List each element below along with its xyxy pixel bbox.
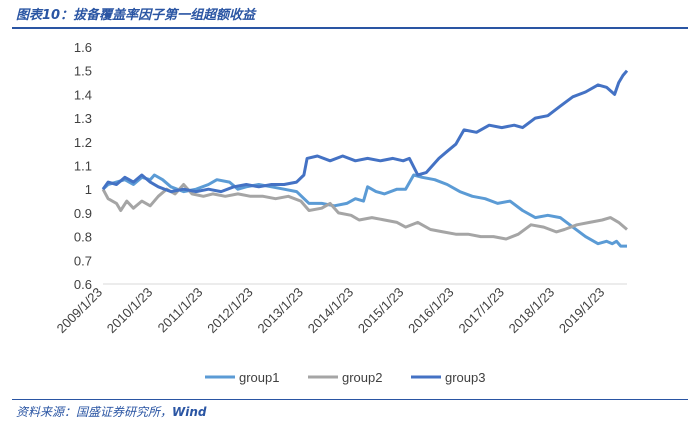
series-lines <box>101 69 629 248</box>
y-tick-label: 1.3 <box>74 111 92 126</box>
x-tick-label: 2010/1/23 <box>104 285 156 337</box>
x-tick-label: 2019/1/23 <box>556 285 608 337</box>
y-tick-label: 1 <box>85 182 92 197</box>
x-tick-label: 2014/1/23 <box>305 285 357 337</box>
y-tick-label: 0.8 <box>74 230 92 245</box>
source-note: 资料来源：国盛证券研究所，Wind <box>16 403 207 420</box>
x-tick-label: 2011/1/23 <box>155 285 206 336</box>
legend-label-group1: group1 <box>239 370 279 385</box>
x-tick-label: 2009/1/23 <box>54 285 106 337</box>
y-tick-label: 0.7 <box>74 253 92 268</box>
source-prefix: 资料来源：国盛证券研究所， <box>16 405 173 419</box>
series-line-group3 <box>101 69 629 194</box>
y-tick-label: 1.1 <box>74 159 92 174</box>
legend-label-group3: group3 <box>445 370 485 385</box>
y-tick-label: 1.5 <box>74 64 92 79</box>
figure-title: 图表10：拔备覆盖率因子第一组超额收益 <box>16 8 256 23</box>
x-tick-label: 2015/1/23 <box>355 285 407 337</box>
x-tick-label: 2018/1/23 <box>506 285 558 337</box>
y-tick-label: 0.6 <box>74 277 92 292</box>
y-tick-label: 1.4 <box>74 87 92 102</box>
x-tick-label: 2012/1/23 <box>204 285 256 337</box>
y-tick-label: 1.6 <box>74 40 92 55</box>
y-tick-label: 1.2 <box>74 135 92 150</box>
legend-label-group2: group2 <box>342 370 382 385</box>
legend: group1 group2 group3 <box>205 370 485 385</box>
y-axis-ticks: 0.6 0.7 0.8 0.9 1 1.1 1.2 1.3 1.4 1.5 1.6 <box>74 40 92 292</box>
series-line-group1 <box>101 173 627 248</box>
y-tick-label: 0.9 <box>74 206 92 221</box>
source-name: Wind <box>172 405 207 419</box>
bottom-rule <box>12 399 688 400</box>
series-line-group2 <box>101 183 628 241</box>
top-rule <box>12 27 688 29</box>
x-tick-label: 2013/1/23 <box>255 285 307 337</box>
x-tick-label: 2016/1/23 <box>405 285 457 337</box>
x-tick-label: 2017/1/23 <box>455 285 507 337</box>
line-chart: 0.6 0.7 0.8 0.9 1 1.1 1.2 1.3 1.4 1.5 1.6 2009/1/2… <box>54 40 629 385</box>
